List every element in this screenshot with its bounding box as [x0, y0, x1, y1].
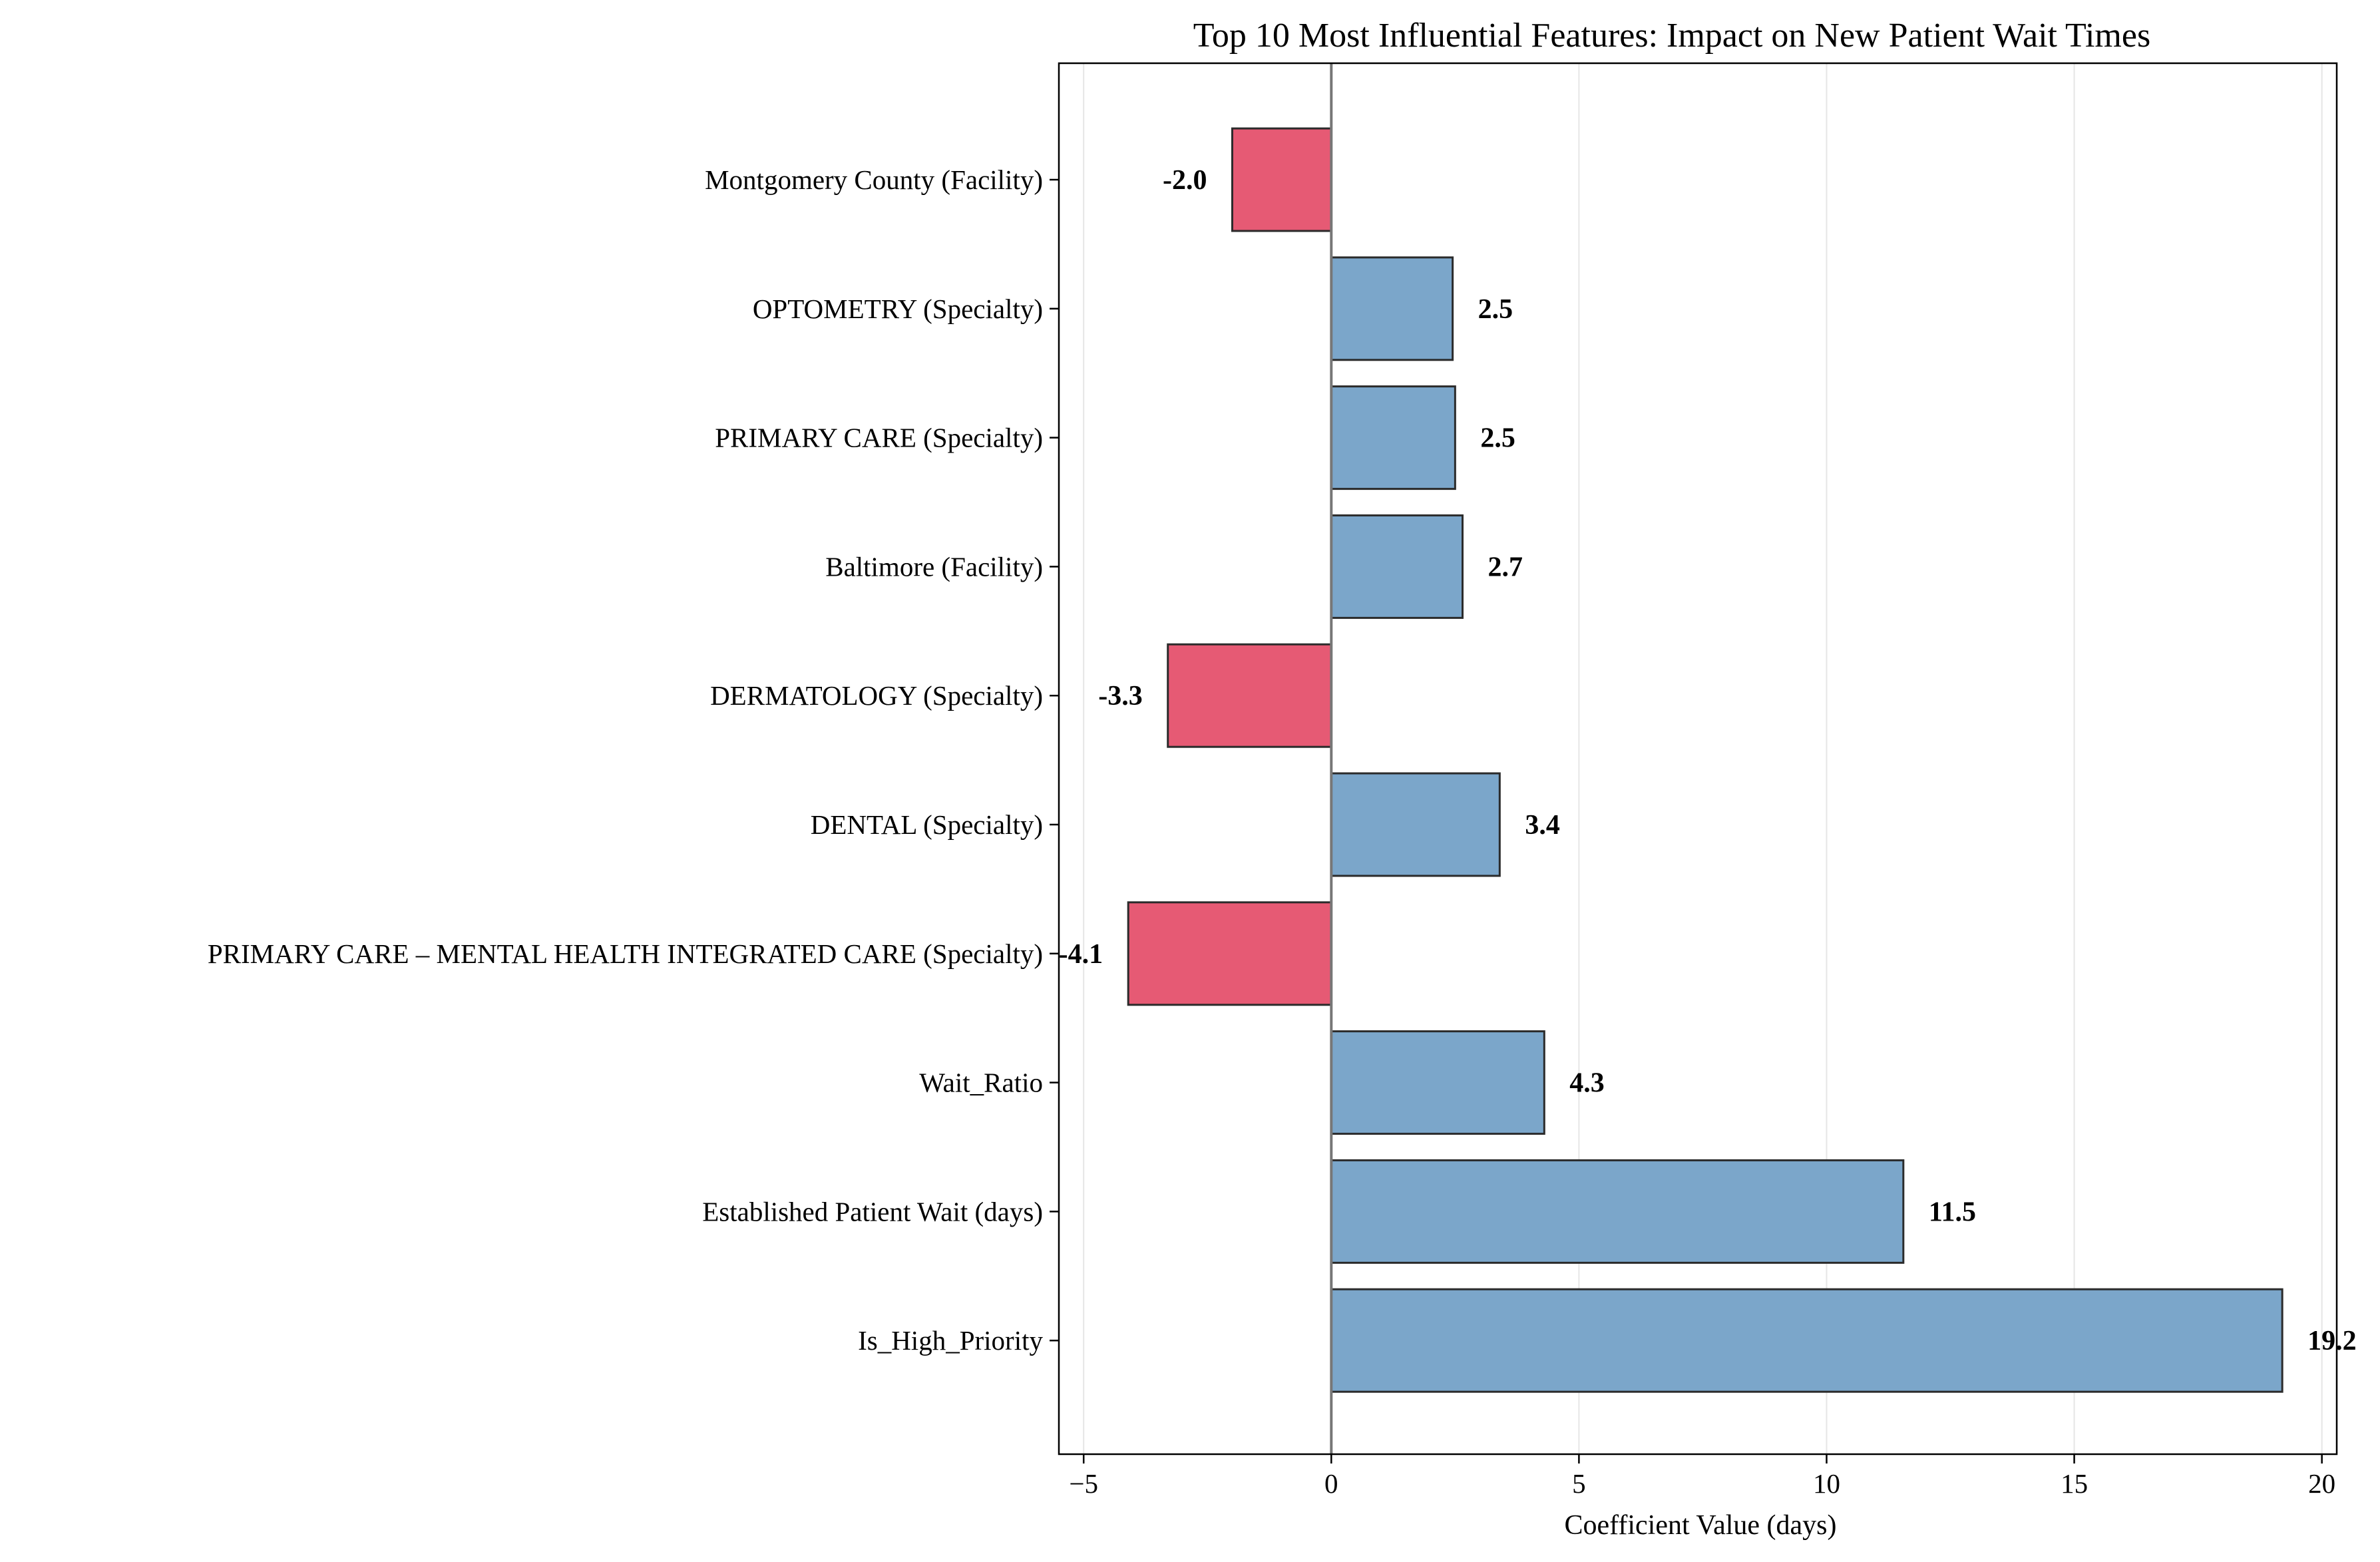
bar: [1330, 256, 1454, 361]
x-tick-label: 20: [2308, 1468, 2335, 1499]
y-tick-label: DENTAL (Specialty): [811, 809, 1043, 840]
x-tick-label: 0: [1324, 1468, 1338, 1499]
y-tick-label: Baltimore (Facility): [825, 551, 1043, 582]
value-label: 3.4: [1525, 810, 1560, 841]
y-tick-label: DERMATOLOGY (Specialty): [710, 680, 1043, 711]
x-axis-ticks: −5 0 5 10 15 20: [1069, 1454, 2335, 1499]
bar: [1330, 1288, 2283, 1393]
y-tick-label: Established Patient Wait (days): [702, 1196, 1043, 1227]
value-label: 19.2: [2307, 1326, 2357, 1356]
value-label: 11.5: [1929, 1197, 1976, 1227]
bar: [1330, 385, 1456, 490]
x-tick-label: 15: [2061, 1468, 2088, 1499]
value-label: 2.7: [1488, 552, 1523, 582]
x-tick-label: −5: [1069, 1468, 1098, 1499]
value-label: 2.5: [1480, 423, 1515, 454]
value-label: -4.1: [1059, 939, 1103, 970]
y-tick-label: Is_High_Priority: [858, 1325, 1043, 1356]
chart-title: Top 10 Most Influential Features: Impact…: [1193, 17, 2150, 55]
bars: [1127, 127, 2283, 1393]
x-axis-label: Coefficient Value (days): [1565, 1510, 1837, 1541]
value-labels: -2.0 2.5 2.5 2.7 -3.3 3.4 -4.1 4.3 11.5 19.2: [1059, 165, 2357, 1356]
y-tick-label: PRIMARY CARE (Specialty): [715, 423, 1043, 453]
bar: [1330, 1030, 1545, 1135]
y-tick-label: OPTOMETRY (Specialty): [753, 293, 1043, 324]
bar: [1167, 643, 1332, 748]
bar: [1127, 901, 1332, 1006]
bar: [1330, 1159, 1905, 1264]
x-tick-label: 10: [1813, 1468, 1840, 1499]
value-label: -3.3: [1098, 681, 1143, 711]
y-axis-ticks: Montgomery County (Facility) OPTOMETRY (S…: [208, 164, 1059, 1356]
x-tick-label: 5: [1572, 1468, 1586, 1499]
y-tick-label: PRIMARY CARE – MENTAL HEALTH INTEGRATED …: [208, 938, 1043, 969]
y-tick-label: Montgomery County (Facility): [705, 164, 1043, 195]
bar: [1330, 772, 1501, 877]
bar: [1231, 127, 1332, 232]
value-label: 4.3: [1569, 1068, 1605, 1099]
value-label: -2.0: [1163, 165, 1207, 196]
value-label: 2.5: [1478, 294, 1513, 325]
bar: [1330, 514, 1464, 619]
y-tick-label: Wait_Ratio: [919, 1068, 1043, 1098]
plot-frame: [1058, 62, 2338, 1456]
